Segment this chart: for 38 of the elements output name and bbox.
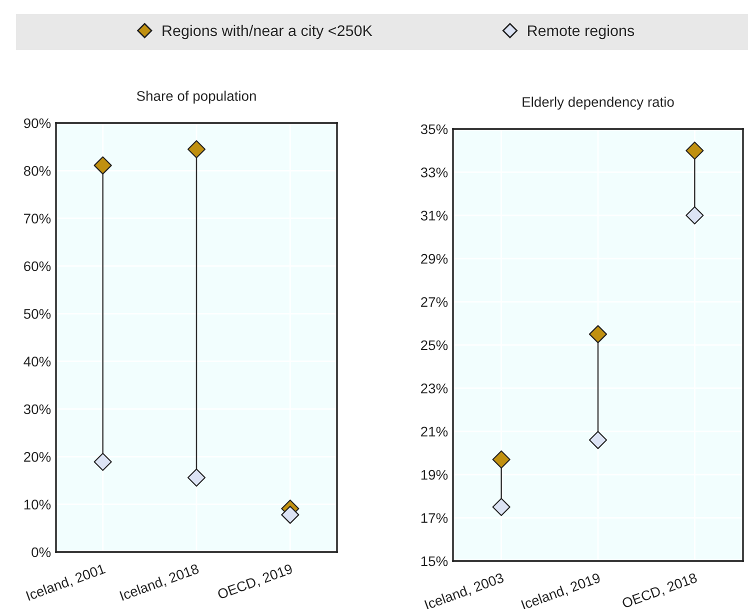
y-tick-label: 25%: [421, 340, 448, 350]
y-tick-label: 19%: [421, 470, 448, 480]
chart-title: Share of population: [136, 90, 256, 104]
x-tick-label: OECD, 2018: [621, 572, 698, 609]
y-tick-label: 90%: [24, 118, 51, 128]
y-tick-label: 80%: [24, 166, 51, 176]
point: [94, 156, 112, 174]
point: [588, 430, 608, 450]
y-tick-label: 15%: [421, 556, 448, 566]
y-tick-label: 17%: [421, 513, 448, 523]
y-tick-label: 10%: [24, 500, 51, 510]
point: [281, 506, 300, 524]
y-tick-label: 29%: [421, 254, 448, 264]
y-tick-label: 20%: [24, 452, 51, 462]
y-tick-label: 21%: [421, 426, 448, 437]
point: [492, 498, 510, 516]
legend-label: Regions with/near a city <250K: [162, 24, 372, 40]
y-tick-label: 23%: [421, 384, 448, 394]
point: [588, 325, 608, 344]
point: [187, 468, 206, 487]
point: [686, 206, 704, 224]
point: [187, 140, 206, 158]
y-tick-label: 40%: [24, 356, 51, 367]
chart-title: Elderly dependency ratio: [522, 96, 674, 110]
y-tick-label: 27%: [421, 297, 448, 307]
x-tick-label: OECD, 2019: [216, 564, 294, 601]
y-tick-label: 35%: [420, 124, 448, 134]
y-tick-label: 30%: [24, 404, 51, 414]
y-tick-label: 0%: [32, 547, 51, 558]
point: [94, 452, 112, 471]
y-tick-label: 60%: [24, 261, 51, 272]
y-tick-label: 50%: [24, 309, 51, 319]
y-tick-label: 33%: [420, 168, 448, 178]
y-tick-label: 31%: [420, 210, 448, 221]
point: [492, 450, 510, 469]
legend-label: Remote regions: [528, 24, 634, 40]
y-tick-label: 70%: [24, 214, 51, 224]
point: [686, 142, 704, 160]
